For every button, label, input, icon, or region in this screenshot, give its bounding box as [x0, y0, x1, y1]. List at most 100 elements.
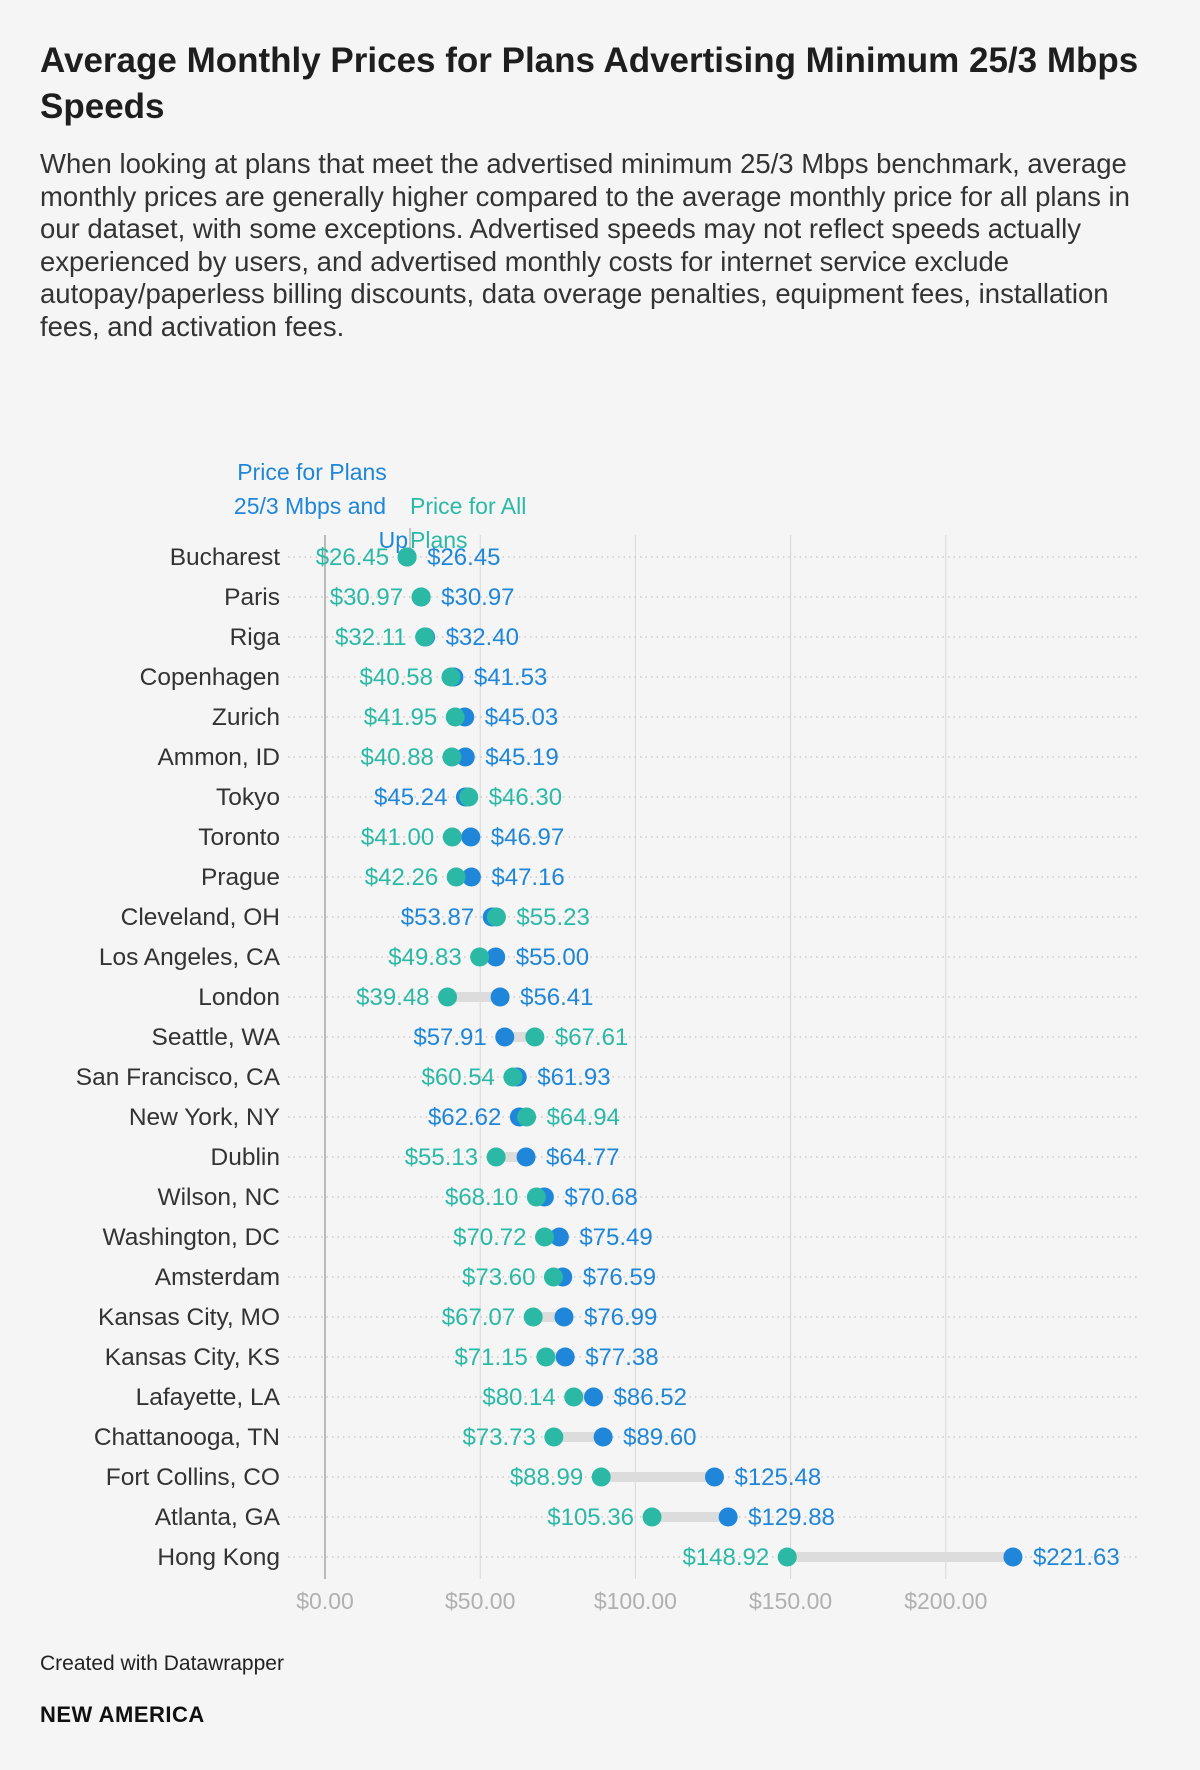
value-label-high: $64.94: [547, 1104, 620, 1131]
value-label-high: $32.40: [446, 624, 519, 651]
dot-plans-25-3: [555, 1347, 575, 1367]
row-label: Lafayette, LA: [136, 1384, 281, 1411]
dot-all-plans: [442, 747, 462, 767]
credit-text[interactable]: Created with Datawrapper: [40, 1652, 284, 1675]
row-label: Fort Collins, CO: [106, 1464, 280, 1491]
value-label-high: $30.97: [441, 584, 514, 611]
value-label-low: $73.60: [462, 1264, 535, 1291]
value-label-high: $46.97: [491, 824, 564, 851]
legend-label-all-plans: Price for All: [410, 493, 526, 519]
dot-all-plans: [591, 1467, 611, 1487]
value-label-low: $39.48: [356, 984, 429, 1011]
dot-all-plans: [441, 667, 461, 687]
value-label-high: $56.41: [520, 984, 593, 1011]
row-label: Paris: [224, 584, 280, 611]
row-label: New York, NY: [129, 1104, 280, 1131]
value-label-low: $105.36: [547, 1504, 634, 1531]
value-label-low: $88.99: [510, 1464, 583, 1491]
row-label: Atlanta, GA: [155, 1504, 281, 1531]
value-label-low: $80.14: [482, 1384, 555, 1411]
row-label: Kansas City, KS: [105, 1344, 280, 1371]
chart-title: Average Monthly Prices for Plans Adverti…: [40, 41, 1139, 126]
dot-range-chart: $0.00 $50.00 $100.00 $150.00 $200.00 Price fo…: [76, 459, 1138, 1614]
value-label-high: $76.59: [583, 1264, 656, 1291]
dot-all-plans: [543, 1267, 563, 1287]
value-label-high: $125.48: [734, 1464, 821, 1491]
value-label-low: $62.62: [428, 1104, 501, 1131]
row-label: Cleveland, OH: [121, 904, 280, 931]
dot-all-plans: [470, 947, 490, 967]
value-label-low: $49.83: [388, 944, 461, 971]
value-label-low: $40.88: [360, 744, 433, 771]
value-label-high: $89.60: [623, 1424, 696, 1451]
x-tick-label: $200.00: [904, 1588, 987, 1614]
dot-all-plans: [415, 627, 435, 647]
dot-plans-25-3: [455, 747, 475, 767]
chart-subtitle: When looking at plans that meet the adve…: [40, 148, 1130, 342]
dot-all-plans: [535, 1227, 555, 1247]
dot-all-plans: [536, 1347, 556, 1367]
row-label: Wilson, NC: [157, 1184, 280, 1211]
dot-all-plans: [397, 547, 417, 567]
row-label: Los Angeles, CA: [99, 944, 281, 971]
dot-all-plans: [517, 1107, 537, 1127]
value-label-high: $77.38: [585, 1344, 658, 1371]
row-label: Bucharest: [170, 544, 281, 571]
value-label-low: $67.07: [442, 1304, 515, 1331]
row-label: Ammon, ID: [157, 744, 280, 771]
legend-label-plans-25-3: Price for Plans: [237, 459, 387, 485]
dot-all-plans: [445, 707, 465, 727]
row-label: Tokyo: [216, 784, 280, 811]
value-label-high: $76.99: [584, 1304, 657, 1331]
value-label-high: $70.68: [564, 1184, 637, 1211]
value-label-low: $53.87: [401, 904, 474, 931]
value-label-low: $60.54: [422, 1064, 495, 1091]
row-label: Hong Kong: [157, 1544, 280, 1571]
dot-plans-25-3: [461, 867, 481, 887]
value-label-low: $42.26: [365, 864, 438, 891]
x-tick-label: $150.00: [749, 1588, 832, 1614]
value-label-high: $129.88: [748, 1504, 835, 1531]
dot-plans-25-3: [486, 947, 506, 967]
value-label-low: $55.13: [405, 1144, 478, 1171]
dot-all-plans: [411, 587, 431, 607]
dot-plans-25-3: [593, 1427, 613, 1447]
value-label-high: $41.53: [474, 664, 547, 691]
value-label-high: $45.19: [485, 744, 558, 771]
dot-all-plans: [459, 787, 479, 807]
legend-label-all-plans: Plans: [410, 527, 468, 553]
dot-all-plans: [564, 1387, 584, 1407]
legend-label-plans-25-3: 25/3 Mbps and: [234, 493, 386, 519]
row-label: Copenhagen: [140, 664, 280, 691]
value-label-high: $67.61: [555, 1024, 628, 1051]
dot-plans-25-3: [1003, 1547, 1023, 1567]
dot-plans-25-3: [549, 1227, 569, 1247]
x-tick-label: $0.00: [296, 1588, 354, 1614]
value-label-low: $71.15: [454, 1344, 527, 1371]
dot-plans-25-3: [516, 1147, 536, 1167]
dot-all-plans: [526, 1187, 546, 1207]
value-label-low: $148.92: [682, 1544, 769, 1571]
dot-plans-25-3: [584, 1387, 604, 1407]
value-label-low: $57.91: [413, 1024, 486, 1051]
value-label-low: $45.24: [374, 784, 447, 811]
dot-plans-25-3: [461, 827, 481, 847]
dot-all-plans: [544, 1427, 564, 1447]
dot-all-plans: [642, 1507, 662, 1527]
dot-plans-25-3: [718, 1507, 738, 1527]
value-label-low: $73.73: [462, 1424, 535, 1451]
value-label-low: $30.97: [330, 584, 403, 611]
value-label-high: $75.49: [579, 1224, 652, 1251]
row-label: Amsterdam: [155, 1264, 280, 1291]
row-label: Seattle, WA: [152, 1024, 281, 1051]
value-label-high: $86.52: [614, 1384, 687, 1411]
dot-plans-25-3: [490, 987, 510, 1007]
value-label-high: $55.23: [516, 904, 589, 931]
row-label: Zurich: [212, 704, 280, 731]
row-label: Washington, DC: [103, 1224, 280, 1251]
value-label-low: $41.00: [361, 824, 434, 851]
dot-all-plans: [777, 1547, 797, 1567]
value-label-high: $221.63: [1033, 1544, 1120, 1571]
row-label: Prague: [201, 864, 280, 891]
value-label-low: $26.45: [316, 544, 389, 571]
